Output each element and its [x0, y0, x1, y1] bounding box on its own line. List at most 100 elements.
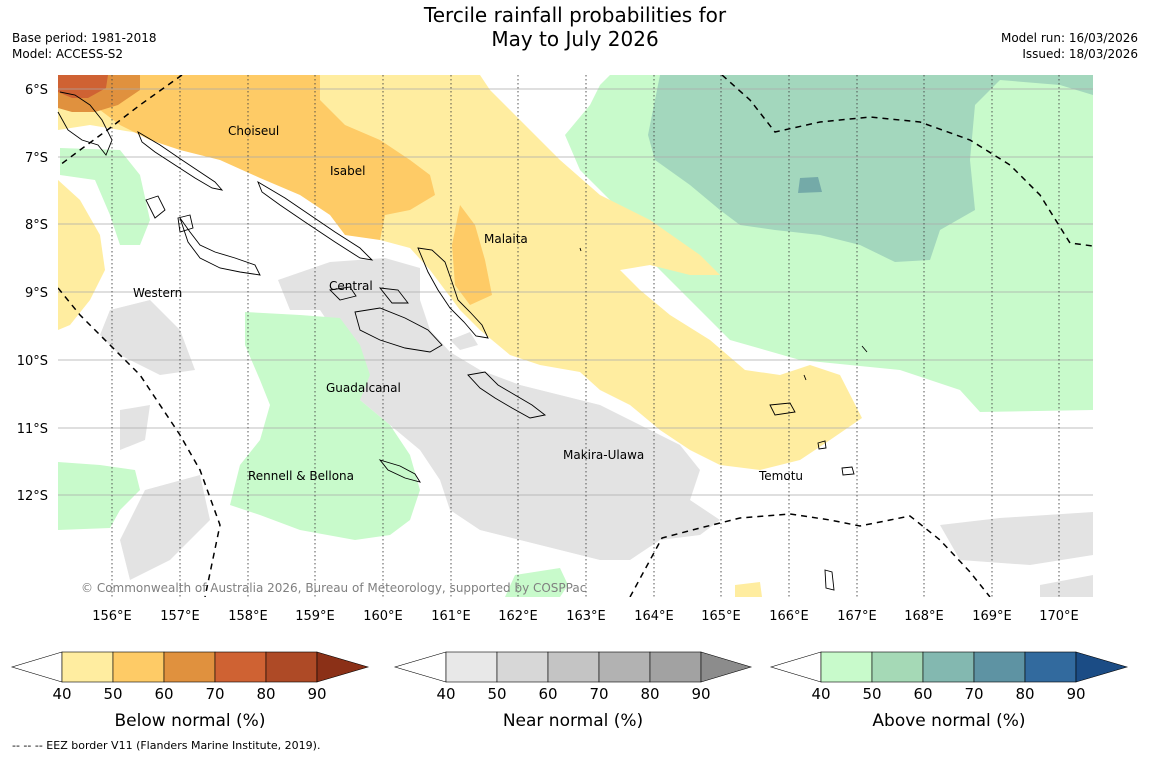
lat-label: 12°S [17, 489, 48, 504]
lon-label: 163°E [566, 609, 606, 624]
island-rennell [378, 459, 421, 483]
place-label-isabel: Isabel [330, 164, 365, 178]
colorbar-near-ticks: 40 50 60 70 80 90 [436, 685, 710, 703]
eez-footnote: -- -- -- EEZ border V11 (Flanders Marine… [12, 739, 321, 752]
below-normal-region-isabel [100, 75, 435, 240]
longitude-labels: 156°E 157°E 158°E 159°E 160°E 161°E 162°… [92, 609, 1079, 624]
island-guadalcanal [354, 307, 443, 353]
colorbar-below-extend-low [10, 651, 63, 683]
colorbar-above-extend-high [1075, 651, 1129, 683]
island-isabel [257, 180, 374, 261]
colorbar-near-extend-low [393, 651, 447, 683]
place-label-malaita: Malaita [484, 232, 528, 246]
colorbar-below-segment [163, 651, 216, 683]
colorbar-below-segment [214, 651, 267, 683]
above-normal-region-southwest [58, 462, 140, 530]
islands [57, 91, 868, 591]
colorbar-above-extend-low [769, 651, 822, 683]
model-run: Model run: 16/03/2026 [1000, 31, 1138, 45]
cb-tick: 90 [307, 685, 326, 703]
island-malaita [417, 247, 489, 339]
island-makira [467, 371, 547, 419]
cb-tick: 90 [1066, 685, 1085, 703]
eez-border [58, 75, 1093, 597]
below-normal-region-malaita [452, 205, 492, 305]
lon-label: 156°E [92, 609, 132, 624]
cb-tick: 50 [862, 685, 881, 703]
above-normal-strong-cell [798, 177, 822, 193]
cb-tick: 50 [103, 685, 122, 703]
near-normal-region-west [100, 300, 195, 375]
colorbar-above-segment [922, 651, 975, 683]
lon-label: 160°E [363, 609, 403, 624]
cb-tick: 70 [205, 685, 224, 703]
title-line-2: May to July 2026 [491, 27, 659, 51]
meta-right: Model run: 16/03/2026 Issued: 18/03/2026 [1001, 30, 1138, 62]
colorbar-above-segment [871, 651, 924, 683]
place-labels: Choiseul Isabel Malaita Western Central … [133, 124, 803, 483]
colorbar-near-segment [598, 651, 651, 683]
base-period: Base period: 1981-2018 [12, 31, 157, 45]
lat-label: 9°S [25, 286, 48, 301]
below-normal-region-south [735, 582, 762, 597]
issued-date: Issued: 18/03/2026 [1022, 47, 1138, 61]
colorbar-near-segment [547, 651, 600, 683]
cb-tick: 90 [691, 685, 710, 703]
lat-label: 7°S [25, 151, 48, 166]
cb-tick: 40 [811, 685, 830, 703]
lon-label: 166°E [769, 609, 809, 624]
colorbar-above-ticks: 40 50 60 70 80 90 [811, 685, 1085, 703]
cb-tick: 50 [487, 685, 506, 703]
place-label-western: Western [133, 286, 182, 300]
meta-left: Base period: 1981-2018 Model: ACCESS-S2 [12, 30, 157, 62]
island-small-south [824, 569, 835, 591]
lon-label: 162°E [498, 609, 538, 624]
place-label-rennell-bellona: Rennell & Bellona [248, 469, 354, 483]
colorbar-near-segment [445, 651, 498, 683]
cb-tick: 60 [913, 685, 932, 703]
colorbar-below-title: Below normal (%) [115, 711, 266, 731]
model-name: Model: ACCESS-S2 [12, 47, 124, 61]
map-title: Tercile rainfall probabilities for May t… [0, 3, 1150, 51]
island-vella [145, 195, 166, 219]
above-normal-region-south [505, 568, 568, 597]
colorbar-below-segment [112, 651, 165, 683]
place-label-makira-ulawa: Makira-Ulawa [563, 448, 644, 462]
cb-tick: 70 [589, 685, 608, 703]
meridians [111, 75, 1060, 597]
lon-label: 158°E [228, 609, 268, 624]
colorbar-below-segment [61, 651, 114, 683]
lon-label: 159°E [295, 609, 335, 624]
latitude-labels: 6°S 7°S 8°S 9°S 10°S 11°S 12°S [17, 83, 48, 504]
island-kolombangara [177, 214, 194, 233]
lat-label: 11°S [17, 422, 48, 437]
colorbar-above-segment [973, 651, 1026, 683]
place-label-guadalcanal: Guadalcanal [326, 381, 401, 395]
colorbar-near-segment [649, 651, 702, 683]
eez-line-north [59, 75, 183, 166]
eez-line-west [58, 287, 221, 597]
island-central [329, 286, 409, 304]
colorbar-below-extend-high [316, 651, 370, 683]
lon-label: 170°E [1039, 609, 1079, 624]
cb-tick: 60 [154, 685, 173, 703]
colorbar-near-extend-high [700, 651, 753, 683]
copyright-notice: © Commonwealth of Australia 2026, Bureau… [81, 581, 586, 595]
near-normal-region-central [278, 258, 720, 560]
cb-tick: 40 [52, 685, 71, 703]
probability-fields [58, 75, 1093, 597]
lat-label: 8°S [25, 218, 48, 233]
below-normal-region-corner-strong [58, 75, 108, 98]
lon-label: 167°E [837, 609, 877, 624]
colorbar-near-segment [496, 651, 549, 683]
colorbar-near-normal [393, 651, 753, 683]
near-normal-region-southeast [940, 512, 1093, 597]
island-choiseul [137, 130, 224, 191]
colorbar-below-segment [265, 651, 318, 683]
cb-tick: 80 [640, 685, 659, 703]
above-normal-core [648, 75, 1093, 262]
lat-label: 6°S [25, 83, 48, 98]
cb-tick: 70 [964, 685, 983, 703]
lat-label: 10°S [17, 354, 48, 369]
